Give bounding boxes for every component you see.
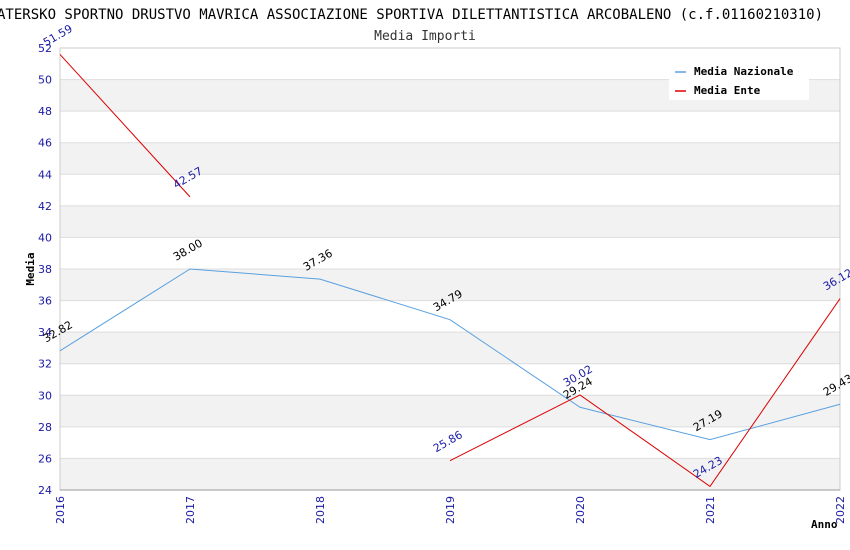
series-lines xyxy=(59,54,841,488)
x-tick-label: 2022 xyxy=(834,496,847,524)
y-tick-label: 38 xyxy=(38,263,52,276)
data-label: 51.59 xyxy=(41,22,75,49)
grid-band xyxy=(60,426,840,459)
series-line xyxy=(449,298,841,488)
y-axis-ticks: 24 26 28 30 32 34 36 38 40 42 44 46 48 50 52 xyxy=(38,42,52,497)
legend-label-nazionale: Media Nazionale xyxy=(694,65,794,78)
legend: Media Nazionale Media Ente xyxy=(669,60,809,100)
y-tick-label: 26 xyxy=(38,452,52,465)
x-axis-ticks: 2016 2017 2018 2019 2020 2021 2022 xyxy=(54,496,847,524)
grid-band xyxy=(60,237,840,269)
series-line xyxy=(59,54,191,198)
grid-band xyxy=(60,269,840,301)
grid-band xyxy=(60,363,840,396)
plot-background xyxy=(60,48,840,490)
y-tick-label: 34 xyxy=(38,326,52,339)
legend-box xyxy=(669,60,809,100)
grid-band xyxy=(60,458,840,490)
y-tick-label: 44 xyxy=(38,168,52,181)
grid-band xyxy=(60,395,840,427)
grid-band xyxy=(60,111,840,143)
series-line xyxy=(59,268,841,441)
x-tick-label: 2018 xyxy=(314,496,327,524)
y-tick-label: 42 xyxy=(38,200,52,213)
chart-title: ATERSKO SPORTNO DRUSTVO MAVRICA ASSOCIAZ… xyxy=(0,7,823,23)
y-tick-label: 30 xyxy=(38,389,52,402)
grid-band xyxy=(60,174,840,206)
y-tick-label: 28 xyxy=(38,421,52,434)
grid-band xyxy=(60,205,840,238)
y-tick-label: 32 xyxy=(38,358,52,371)
y-tick-label: 52 xyxy=(38,42,52,55)
x-tick-label: 2019 xyxy=(444,496,457,524)
y-tick-label: 50 xyxy=(38,74,52,87)
y-tick-label: 46 xyxy=(38,137,52,150)
chart-subtitle: Media Importi xyxy=(374,29,476,44)
x-tick-label: 2016 xyxy=(54,496,67,524)
x-tick-label: 2017 xyxy=(184,496,197,524)
y-tick-label: 40 xyxy=(38,231,52,244)
y-tick-label: 24 xyxy=(38,484,52,497)
x-tick-label: 2021 xyxy=(704,496,717,524)
y-axis-label: Media xyxy=(24,252,37,285)
grid-band xyxy=(60,142,840,175)
grid-band xyxy=(60,300,840,333)
x-axis-label: Anno xyxy=(811,518,838,531)
grid-band xyxy=(60,332,840,364)
x-tick-label: 2020 xyxy=(574,496,587,524)
y-tick-label: 48 xyxy=(38,105,52,118)
legend-label-ente: Media Ente xyxy=(694,84,761,97)
y-tick-label: 36 xyxy=(38,295,52,308)
